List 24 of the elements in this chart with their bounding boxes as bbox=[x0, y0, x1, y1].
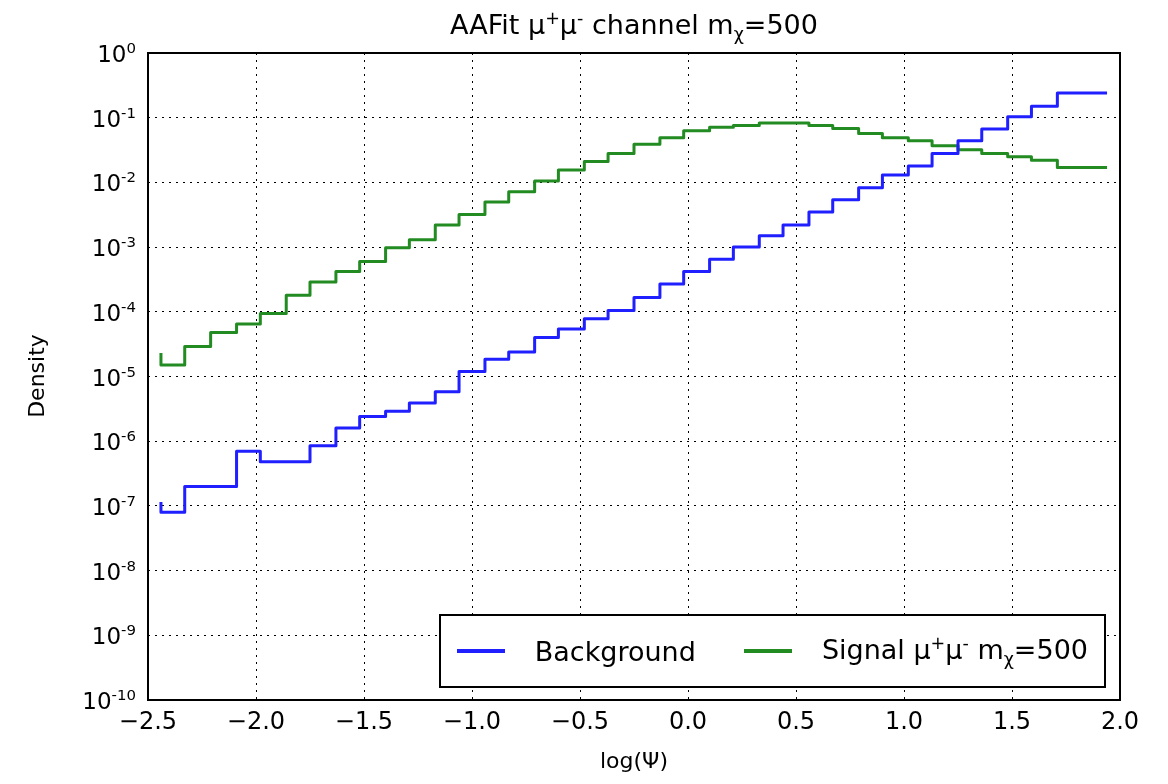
x-tick-label: 2.0 bbox=[1100, 706, 1140, 735]
x-tick-label: −1.0 bbox=[442, 706, 502, 735]
x-tick-label: 1.5 bbox=[992, 706, 1032, 735]
legend-label: Background bbox=[534, 635, 696, 667]
y-tick-label: 10$^{-3}$ bbox=[91, 233, 136, 261]
y-tick-label: 10$^{-6}$ bbox=[91, 427, 136, 456]
y-axis-title: Density bbox=[23, 334, 49, 418]
y-tick-label: 10$^{-2}$ bbox=[91, 168, 136, 197]
y-tick-label: 10$^{-8}$ bbox=[91, 556, 136, 585]
y-tick-label: 10$^{-5}$ bbox=[91, 362, 136, 391]
x-tick-label: 0.0 bbox=[668, 706, 708, 735]
y-tick-label: 10$^{-7}$ bbox=[91, 492, 136, 520]
y-tick-label: 10$^{-1}$ bbox=[91, 103, 136, 132]
chart-title: AAFit μ$^{+}$μ$^{-}$ channel m$_{χ}$=500 bbox=[449, 8, 819, 45]
x-tick-label: 1.0 bbox=[884, 706, 924, 735]
x-tick-label: −1.5 bbox=[334, 706, 394, 735]
legend-label: Signal μ$^{+}$μ$^{-}$ m$_{χ}$=500 bbox=[821, 632, 1088, 670]
y-tick-label: 10$^{0}$ bbox=[97, 39, 136, 67]
y-tick-label: 10$^{-9}$ bbox=[91, 621, 136, 650]
x-tick-label: −2.0 bbox=[226, 706, 286, 735]
x-axis-title: log(Ψ) bbox=[599, 748, 669, 773]
x-tick-label: −0.5 bbox=[550, 706, 610, 735]
y-tick-label: 10$^{-4}$ bbox=[91, 297, 136, 326]
x-tick-label: 0.5 bbox=[776, 706, 816, 735]
